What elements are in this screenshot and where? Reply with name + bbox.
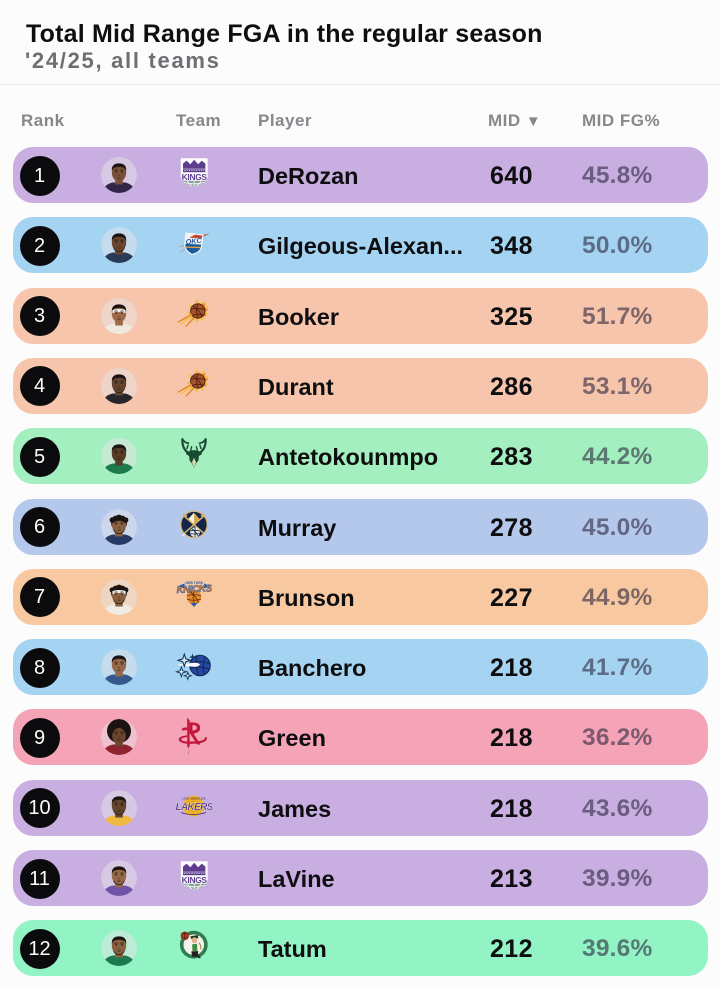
svg-text:KINGS: KINGS: [182, 875, 208, 885]
svg-text:KNICKS: KNICKS: [176, 583, 212, 596]
svg-text:KINGS: KINGS: [182, 172, 208, 182]
svg-text:NEW YORK: NEW YORK: [186, 581, 204, 585]
svg-text:LAKERS: LAKERS: [175, 801, 212, 812]
svg-text:OKC: OKC: [185, 236, 203, 247]
svg-text:LOS ANGELES: LOS ANGELES: [182, 796, 206, 800]
